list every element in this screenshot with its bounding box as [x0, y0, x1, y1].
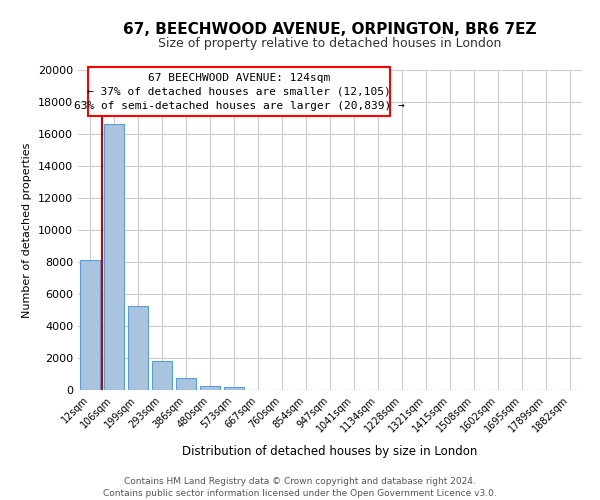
- FancyBboxPatch shape: [88, 67, 391, 116]
- Text: Contains public sector information licensed under the Open Government Licence v3: Contains public sector information licen…: [103, 489, 497, 498]
- X-axis label: Distribution of detached houses by size in London: Distribution of detached houses by size …: [182, 445, 478, 458]
- Y-axis label: Number of detached properties: Number of detached properties: [22, 142, 32, 318]
- Bar: [80, 260, 100, 390]
- Text: Contains HM Land Registry data © Crown copyright and database right 2024.: Contains HM Land Registry data © Crown c…: [124, 478, 476, 486]
- Bar: [200, 386, 220, 390]
- Bar: [176, 378, 196, 390]
- Bar: [128, 306, 148, 390]
- Bar: [104, 124, 124, 390]
- Text: Size of property relative to detached houses in London: Size of property relative to detached ho…: [158, 38, 502, 51]
- Bar: [224, 387, 244, 390]
- Text: 67 BEECHWOOD AVENUE: 124sqm
← 37% of detached houses are smaller (12,105)
63% of: 67 BEECHWOOD AVENUE: 124sqm ← 37% of det…: [74, 72, 404, 110]
- Bar: [152, 361, 172, 390]
- Text: 67, BEECHWOOD AVENUE, ORPINGTON, BR6 7EZ: 67, BEECHWOOD AVENUE, ORPINGTON, BR6 7EZ: [123, 22, 537, 38]
